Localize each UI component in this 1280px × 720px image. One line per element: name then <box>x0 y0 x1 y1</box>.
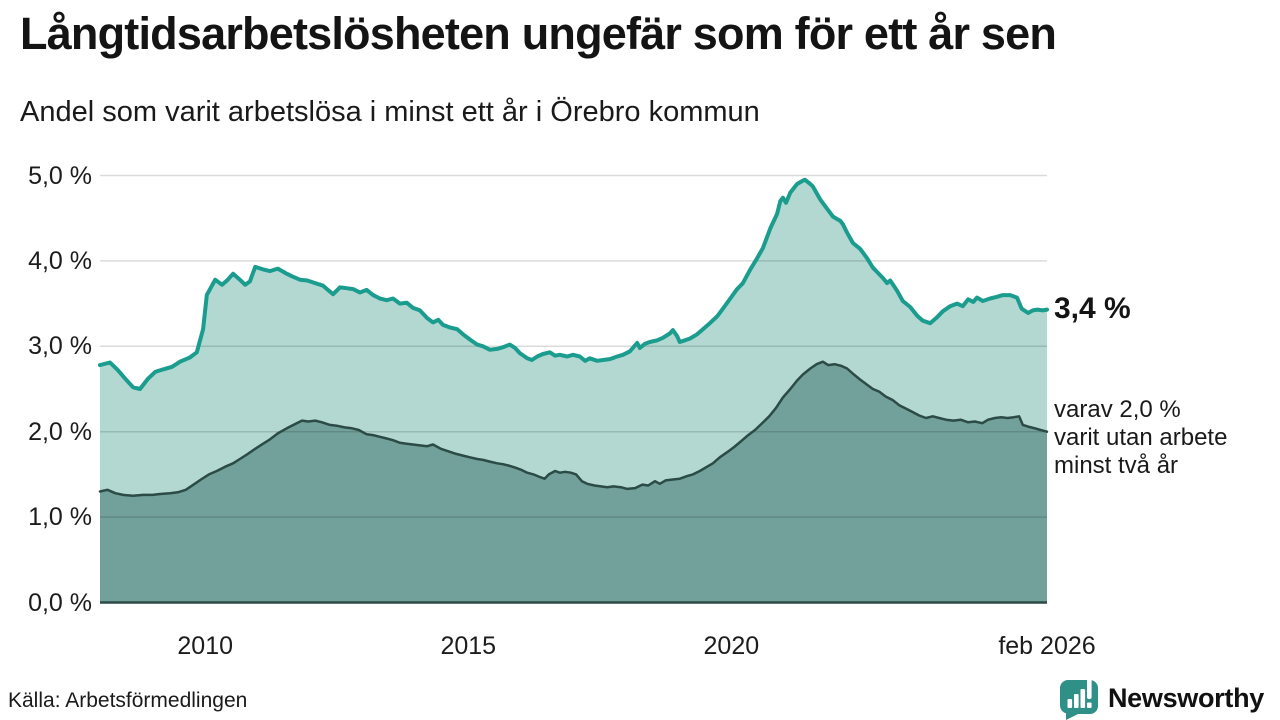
series-line-min-two-years <box>98 360 1049 498</box>
page-subtitle: Andel som varit arbetslösa i minst ett å… <box>20 96 760 128</box>
x-tick-label: 2020 <box>703 632 760 660</box>
exclamation-icon <box>1086 677 1092 699</box>
area-fill-min-one-year <box>100 179 1047 496</box>
y-tick-label: 5,0 % <box>28 161 92 190</box>
newsworthy-logo: Newsworthy <box>1059 676 1264 720</box>
bar-icon <box>1067 699 1073 708</box>
area-fill-min-two-years <box>100 361 1047 603</box>
exclamation-dot-icon <box>1086 702 1092 708</box>
x-tick-label: 2010 <box>177 632 234 660</box>
note-line: minst två år <box>1054 452 1179 479</box>
y-tick-label: 3,0 % <box>28 332 92 361</box>
source-credit: Källa: Arbetsförmedlingen <box>8 689 248 712</box>
page-title: Långtidsarbetslösheten ungefär som för e… <box>20 8 1057 59</box>
note-line: varav 2,0 % <box>1054 396 1181 423</box>
newsworthy-logo-icon <box>1059 677 1098 720</box>
y-tick-label: 0,0 % <box>28 588 92 617</box>
newsworthy-logo-text: Newsworthy <box>1107 682 1264 713</box>
note-line: varit utan arbete <box>1054 424 1228 451</box>
y-tick-label: 1,0 % <box>28 503 92 532</box>
x-tick-label: 2015 <box>440 632 497 660</box>
gridlines <box>100 174 1047 518</box>
series-line-min-one-year <box>98 177 1049 391</box>
x-tick-label: feb 2026 <box>998 632 1096 660</box>
bar-icon <box>1073 694 1079 708</box>
y-tick-label: 2,0 % <box>28 417 92 446</box>
secondary-note: varav 2,0 % varit utan arbete minst två … <box>1054 396 1227 480</box>
y-tick-label: 4,0 % <box>28 246 92 275</box>
latest-value-label: 3,4 % <box>1054 292 1131 325</box>
bar-icon <box>1080 689 1086 708</box>
